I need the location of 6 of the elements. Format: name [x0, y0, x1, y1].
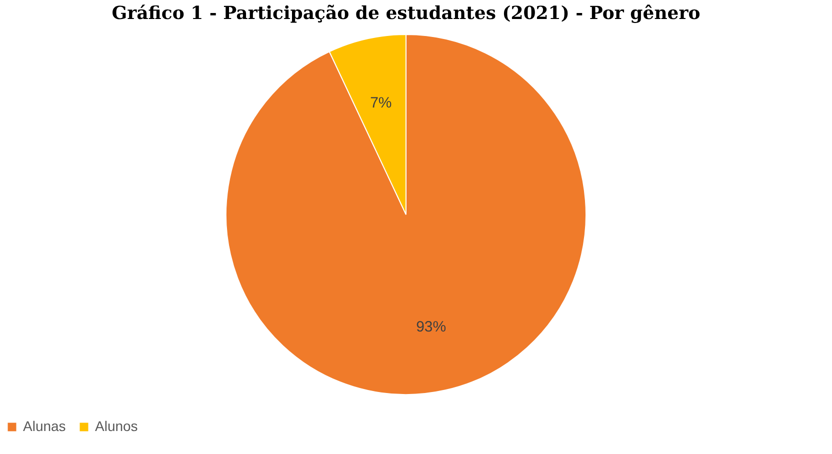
data-label: 93% [416, 318, 446, 336]
data-label: 7% [370, 94, 392, 112]
legend-label: Alunos [95, 418, 138, 434]
pie-slice [226, 34, 586, 395]
chart-title: Gráfico 1 - Participação de estudantes (2021) - Por gênero [112, 3, 700, 24]
legend-label: Alunas [23, 418, 66, 434]
